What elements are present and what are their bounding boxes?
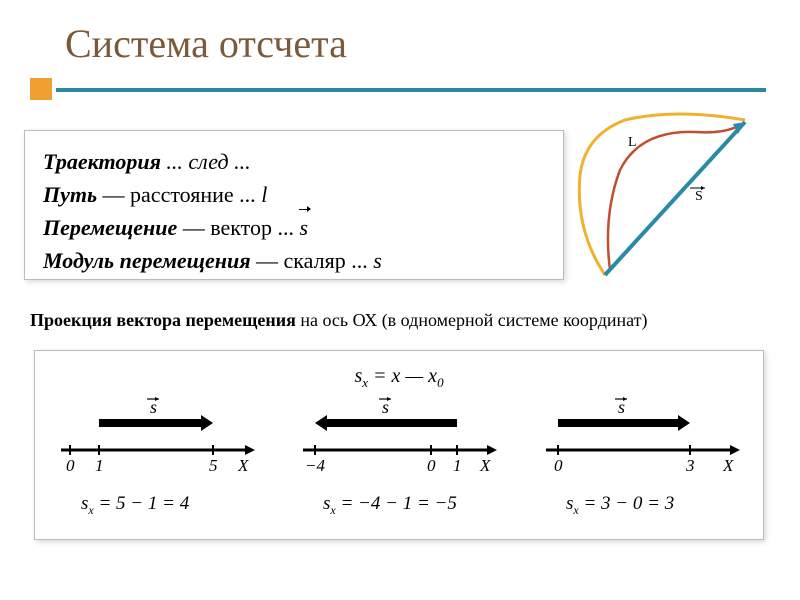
sym-l: l [261,182,267,207]
dash4: — [251,248,284,273]
rest-modulus: скаляр ... [284,248,374,273]
term-modulus: Модуль перемещения [43,248,251,273]
sym-s: s [373,248,382,273]
tick-0-1: 0 [66,456,75,475]
projection-caption: Проекция вектора перемещения на ось ОХ (… [30,310,648,331]
def-path: Путь — расстояние ... l [43,178,545,211]
diagram-2-svg: s −4 0 1 X [297,395,517,485]
axis-arrowhead-1 [245,445,255,455]
term-trajectory: Траектория [43,149,161,174]
diagram-1: s 0 1 5 X sx = 5 − 1 = 4 [55,395,275,525]
projection-box: sx = x — x0 s 0 1 5 X sx = 5 − 1 = 4 [34,350,764,540]
eq2-rest: = −4 − 1 = −5 [336,493,457,514]
rest-trajectory: ... след ... [161,149,251,174]
tick-m4-2: −4 [305,456,325,475]
def-displacement: Перемещение — вектор ... s [43,211,545,244]
sym-s-vec: s [299,211,308,244]
f-eq: = x — x [368,365,437,387]
f-sub-0: 0 [437,375,444,390]
xlabel-3: X [722,456,734,475]
s-arrowhead-1 [201,415,213,431]
diagram-3: s 0 3 X sx = 3 − 0 = 3 [540,395,760,525]
tick-3-3: 3 [685,456,695,475]
xlabel-1: X [237,456,249,475]
tick-0-3: 0 [554,456,563,475]
diagram-2: s −4 0 1 X sx = −4 − 1 = −5 [297,395,517,525]
label-L: L [628,135,637,150]
title-rule [56,88,766,92]
def-modulus: Модуль перемещения — скаляр ... s [43,244,545,277]
diagram-1-svg: s 0 1 5 X [55,395,275,485]
trajectory-yellow-path [579,114,745,275]
page-title: Система отсчета [65,20,347,67]
eq3-rest: = 3 − 0 = 3 [579,493,674,514]
axis-arrowhead-2 [487,445,497,455]
dash3: — [177,215,210,240]
tick-5-1: 5 [209,456,218,475]
f-s: s [354,365,362,387]
rest-path: расстояние ... [130,182,261,207]
s-arrowhead-2 [315,415,327,431]
s-overline-arrow [701,186,705,190]
tick-1-1: 1 [95,456,104,475]
caption-rest: на ось ОХ (в одномерной системе координа… [296,310,648,330]
accent-square [30,78,52,100]
diagram-3-svg: s 0 3 X [540,395,760,485]
tick-1-2: 1 [453,456,462,475]
displacement-vector [605,122,745,275]
definitions-box: Траектория ... след ... Путь — расстояни… [24,130,564,280]
dash2: — [97,182,130,207]
label-S: S [695,189,703,204]
def-trajectory: Траектория ... след ... [43,145,545,178]
formula-sx: sx = x — x0 [354,365,443,391]
eq-1: sx = 5 − 1 = 4 [81,493,189,518]
trajectory-diagram: L S [565,100,775,290]
rest-displacement: вектор ... [210,215,299,240]
caption-bold: Проекция вектора перемещения [30,310,296,330]
eq1-rest: = 5 − 1 = 4 [94,493,189,514]
eq-3: sx = 3 − 0 = 3 [566,493,674,518]
term-displacement: Перемещение [43,215,177,240]
tick-0-2: 0 [427,456,436,475]
eq-2: sx = −4 − 1 = −5 [323,493,457,518]
s-arrowhead-3 [678,415,690,431]
term-path: Путь [43,182,97,207]
xlabel-2: X [479,456,491,475]
axis-arrowhead-3 [730,445,740,455]
